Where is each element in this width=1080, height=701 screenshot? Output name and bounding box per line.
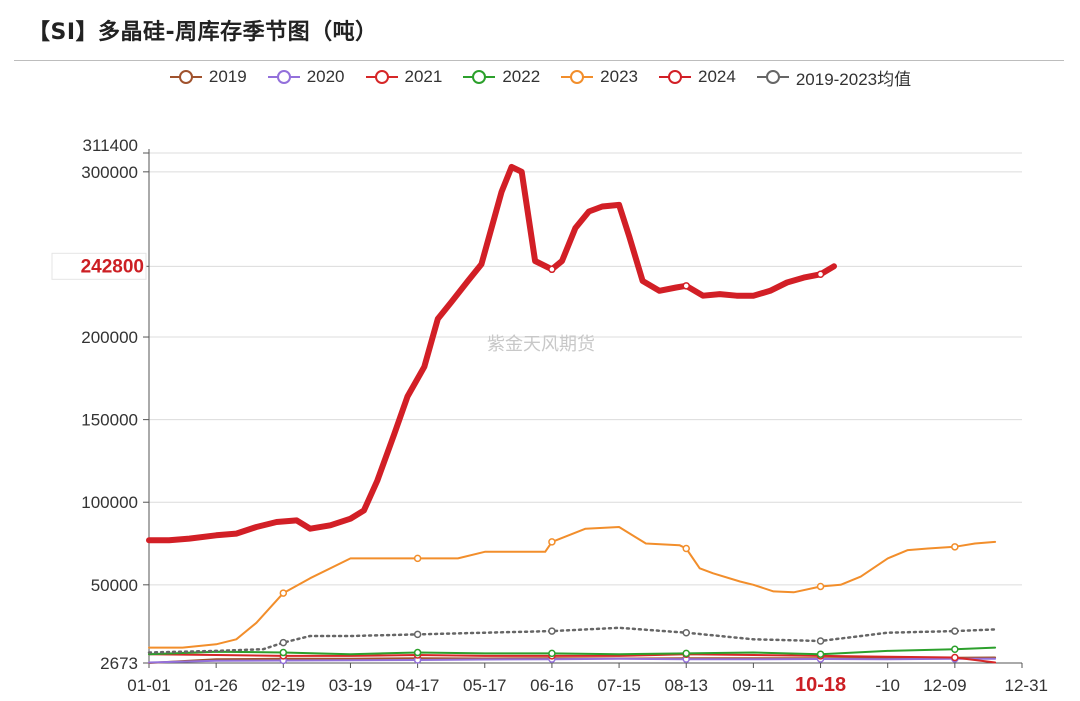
x-tick-label: 03-19 bbox=[329, 676, 372, 695]
legend-label: 2022 bbox=[502, 67, 541, 86]
legend-item-2019[interactable]: 2019 bbox=[169, 67, 247, 87]
legend-swatch-icon bbox=[756, 70, 789, 84]
series-line-2023[interactable] bbox=[148, 526, 997, 649]
legend-label: 2019 bbox=[208, 67, 247, 86]
series-point bbox=[951, 653, 959, 662]
series-point bbox=[548, 627, 556, 635]
grid-lines bbox=[149, 152, 1022, 664]
series-point bbox=[279, 638, 288, 647]
x-tick-label: 01-01 bbox=[127, 676, 170, 695]
legend-swatch-icon bbox=[561, 70, 594, 84]
series-lines bbox=[146, 163, 997, 665]
series-point bbox=[279, 589, 288, 597]
legend-item-2024[interactable]: 2024 bbox=[658, 67, 736, 87]
series-point bbox=[548, 538, 556, 546]
y-tick-label: 100000 bbox=[81, 493, 138, 512]
series-point bbox=[548, 265, 556, 274]
x-tick-label: 12-09 bbox=[923, 676, 966, 695]
series-point bbox=[682, 544, 690, 553]
legend-item-2020[interactable]: 2020 bbox=[267, 67, 345, 87]
y-highlight-box bbox=[51, 252, 147, 280]
x-tick-label: 05-17 bbox=[463, 676, 506, 695]
series-point bbox=[548, 649, 556, 658]
series-point bbox=[951, 627, 959, 635]
series-point bbox=[816, 650, 825, 658]
x-tick-label: 06-16 bbox=[530, 676, 573, 695]
legend-swatch-icon bbox=[365, 70, 398, 84]
series-point bbox=[816, 637, 825, 645]
x-tick-label: 12-31 bbox=[1005, 676, 1048, 695]
x-tick-label-highlight: 10-18 bbox=[795, 674, 846, 696]
x-tick-label: 04-17 bbox=[396, 676, 439, 695]
y-tick-label: 150000 bbox=[81, 411, 138, 430]
y-tick-label: 50000 bbox=[91, 576, 138, 595]
chart-legend: 2019 2020 2021 2022 2023 2024 2019-2023均值 bbox=[0, 64, 1080, 90]
legend-label: 2020 bbox=[306, 67, 345, 86]
x-tick-label: 08-13 bbox=[664, 676, 707, 695]
x-tick-label: 02-19 bbox=[262, 676, 305, 695]
series-line-2019-2023均值[interactable] bbox=[147, 626, 997, 654]
legend-item-2021[interactable]: 2021 bbox=[365, 67, 443, 87]
x-tick-label: 01-26 bbox=[194, 676, 237, 695]
legend-item-2022[interactable]: 2022 bbox=[462, 67, 540, 87]
series-point bbox=[682, 649, 690, 658]
watermark-text: 紫金天风期货 bbox=[487, 334, 595, 354]
y-tick-label: 311400 bbox=[83, 136, 138, 155]
y-tick-label-highlight: 242800 bbox=[81, 256, 144, 277]
x-tick-label: 07-15 bbox=[597, 676, 640, 695]
title-divider bbox=[14, 60, 1064, 61]
series-line-2022[interactable] bbox=[148, 646, 997, 656]
legend-label: 2024 bbox=[698, 67, 736, 86]
series-point bbox=[951, 543, 959, 551]
legend-swatch-icon bbox=[463, 70, 496, 84]
series-line-2024[interactable] bbox=[146, 163, 837, 544]
series-point bbox=[682, 628, 690, 637]
legend-label: 2023 bbox=[600, 67, 638, 86]
x-tick-label: 09-11 bbox=[732, 676, 774, 695]
chart-title: 【SI】多晶硅-周库存季节图（吨） bbox=[28, 20, 378, 45]
legend-label: 2019-2023均值 bbox=[795, 69, 912, 89]
legend-item-2019-2023均值[interactable]: 2019-2023均值 bbox=[756, 65, 911, 90]
legend-label: 2021 bbox=[404, 67, 443, 86]
legend-swatch-icon bbox=[169, 70, 202, 84]
y-axis: 2673 50000 100000 150000 200000 242800 300000 3… bbox=[51, 136, 150, 673]
legend-item-2023[interactable]: 2023 bbox=[560, 67, 638, 87]
x-axis: 01-01 01-26 02-19 03-19 04-17 05-17 06-16 07-15… bbox=[127, 662, 1048, 696]
x-tick-label: -10 bbox=[875, 676, 900, 695]
series-line-2021[interactable] bbox=[148, 653, 997, 664]
legend-swatch-icon bbox=[659, 70, 691, 84]
series-point bbox=[816, 270, 825, 279]
y-tick-label: 200000 bbox=[81, 328, 138, 347]
series-point bbox=[951, 645, 959, 653]
y-tick-label: 300000 bbox=[81, 163, 138, 182]
series-point bbox=[682, 282, 690, 290]
series-line-2020[interactable] bbox=[148, 657, 997, 664]
series-point bbox=[816, 582, 825, 591]
series-point bbox=[279, 648, 288, 657]
series-point bbox=[413, 630, 422, 639]
legend-swatch-icon bbox=[267, 70, 300, 84]
series-point bbox=[413, 554, 422, 563]
y-tick-label: 2673 bbox=[100, 654, 138, 673]
series-point bbox=[413, 648, 422, 657]
